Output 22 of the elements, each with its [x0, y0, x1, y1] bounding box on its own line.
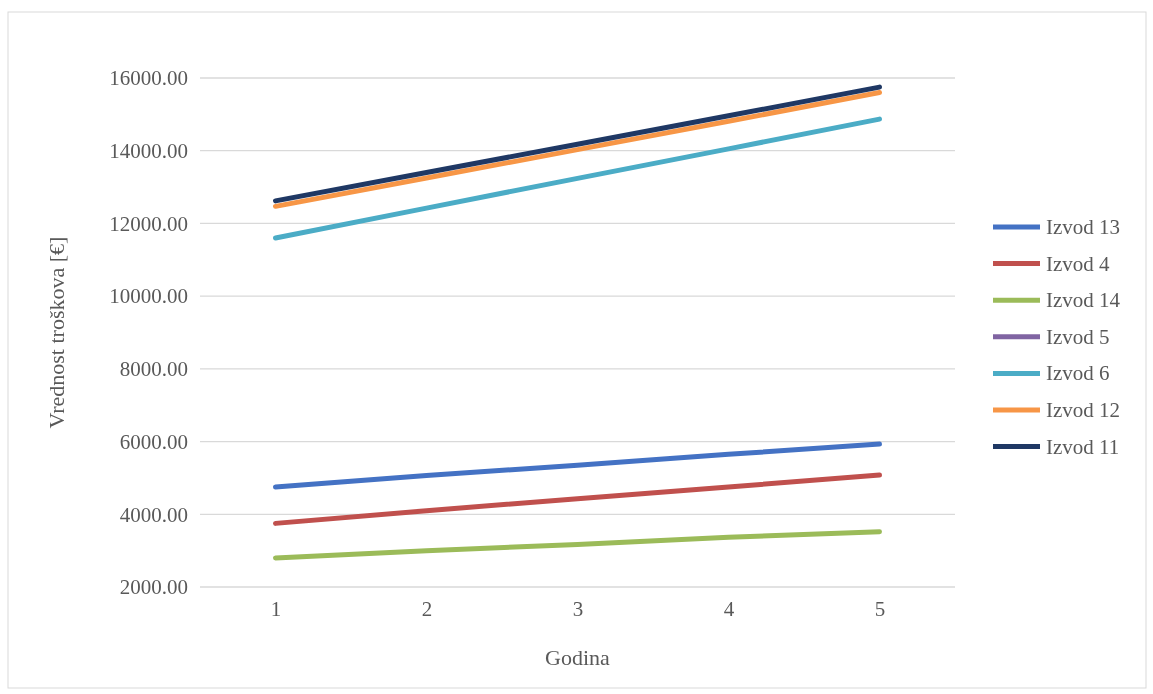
y-tick-label: 10000.00	[109, 284, 188, 309]
legend-label: Izvod 12	[1046, 398, 1121, 422]
legend-label: Izvod 6	[1046, 361, 1110, 386]
y-tick-label: 8000.00	[119, 357, 188, 382]
x-tick-label: 5	[874, 596, 886, 621]
y-tick-label: 16000.00	[109, 66, 188, 91]
x-tick-label: 2	[421, 596, 433, 621]
y-tick-label: 4000.00	[119, 502, 188, 527]
y-tick-label: 14000.00	[109, 138, 188, 163]
y-tick-label: 6000.00	[119, 429, 188, 454]
y-axis-title: Vrednost troškova [€]	[44, 236, 69, 429]
x-axis-title: Godina	[545, 645, 611, 670]
x-tick-label: 1	[270, 596, 282, 621]
legend-label: Izvod 11	[1046, 434, 1120, 459]
y-tick-label: 2000.00	[119, 575, 188, 600]
legend-label: Izvod 13	[1046, 215, 1121, 239]
legend-label: Izvod 5	[1046, 324, 1110, 349]
x-tick-label: 4	[723, 596, 735, 621]
legend-label: Izvod 14	[1046, 288, 1121, 313]
legend-label: Izvod 4	[1046, 251, 1111, 276]
x-tick-label: 3	[572, 596, 584, 621]
y-tick-label: 12000.00	[109, 211, 188, 236]
